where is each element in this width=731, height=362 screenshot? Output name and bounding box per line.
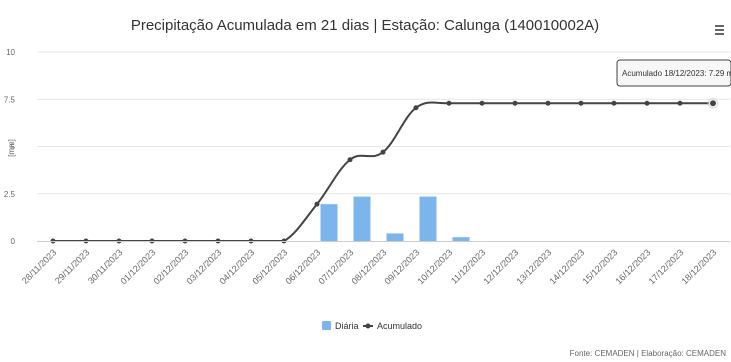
legend: Diária Acumulado <box>322 321 422 331</box>
y-tick-label: 2.5 <box>4 190 16 199</box>
x-tick-label: 10/12/2023 <box>415 247 454 286</box>
line-markers <box>50 97 719 244</box>
y-axis-label: [mm] <box>7 139 16 157</box>
bar-diaria <box>320 204 338 241</box>
line-marker <box>578 100 584 106</box>
x-tick-label: 28/11/2023 <box>20 247 58 285</box>
chart-title: Precipitação Acumulada em 21 dias | Esta… <box>131 17 599 34</box>
bar-series-diaria <box>320 196 470 241</box>
hamburger-menu-icon[interactable] <box>714 24 726 36</box>
bar-diaria <box>419 196 437 241</box>
line-marker <box>380 149 386 155</box>
y-tick-label: 5 <box>11 143 16 152</box>
x-tick-label: 29/11/2023 <box>53 247 91 285</box>
line-marker <box>644 100 650 106</box>
line-marker <box>314 201 320 207</box>
bar-diaria <box>386 233 404 241</box>
line-marker <box>545 100 551 106</box>
line-marker <box>413 105 419 111</box>
line-marker <box>347 157 353 163</box>
bar-diaria <box>353 196 371 241</box>
x-tick-labels: 28/11/202329/11/202330/11/202301/12/2023… <box>20 247 718 286</box>
legend-swatch-marker <box>365 323 371 329</box>
legend-item-acumulado[interactable]: Acumulado <box>363 321 422 331</box>
y-tick-labels: 0 2.5 5 7.5 10 <box>4 48 16 246</box>
line-marker <box>611 100 617 106</box>
grid-lines <box>37 51 730 195</box>
line-marker <box>677 100 683 106</box>
bar-diaria <box>452 237 470 241</box>
legend-label-diaria: Diária <box>335 321 359 331</box>
tooltip-text: Acumulado 18/12/2023: 7.29 mm <box>622 69 731 78</box>
tooltip: Acumulado 18/12/2023: 7.29 mm <box>616 59 731 87</box>
line-marker <box>446 100 452 106</box>
y-tick-label: 7.5 <box>4 95 16 104</box>
y-tick-label: 10 <box>6 48 15 57</box>
legend-item-diaria[interactable]: Diária <box>322 321 359 331</box>
line-marker <box>709 99 717 108</box>
line-series-acumulado <box>53 101 714 242</box>
x-tick-label: 18/12/2023 <box>679 247 718 286</box>
tooltip-box <box>616 59 731 87</box>
legend-label-acumulado: Acumulado <box>377 321 422 331</box>
line-marker <box>512 100 518 106</box>
line-marker <box>479 100 485 106</box>
legend-swatch-diaria <box>322 321 331 330</box>
credits: Fonte: CEMADEN | Elaboração: CEMADEN <box>570 349 727 358</box>
y-tick-label: 0 <box>11 237 16 246</box>
